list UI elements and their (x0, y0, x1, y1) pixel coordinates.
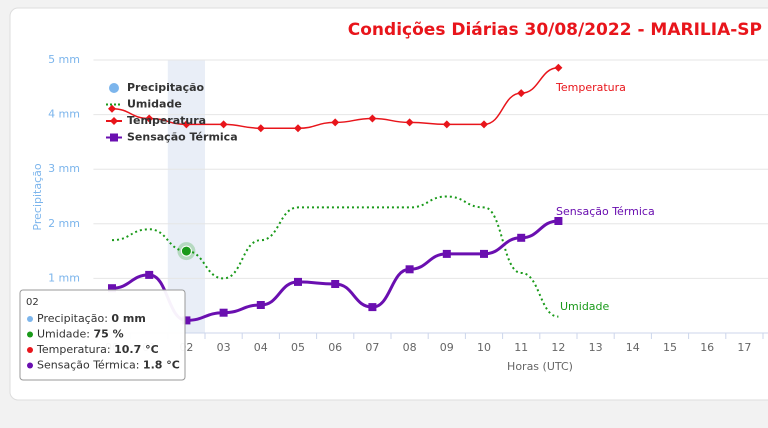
tooltip-value: 75 % (94, 328, 124, 341)
tooltip-value: 10.7 °C (114, 343, 159, 356)
marker (182, 120, 191, 129)
marker (219, 120, 228, 129)
y-tick-label: 5 mm (48, 53, 80, 66)
x-tick-label: 05 (291, 341, 305, 354)
marker (368, 114, 377, 123)
x-tick-label: 16 (700, 341, 714, 354)
tooltip-header: 02 (26, 297, 39, 308)
marker (331, 280, 340, 288)
tooltip-row: Precipitação: 0 mm (37, 312, 146, 325)
x-tick-label: 17 (737, 341, 751, 354)
marker (480, 249, 488, 258)
tooltip-dot (27, 316, 33, 322)
marker (442, 120, 451, 129)
series-label: Sensação Térmica (556, 205, 655, 218)
marker (331, 118, 340, 127)
series-line (111, 195, 559, 318)
marker (517, 89, 526, 98)
marker (180, 245, 192, 257)
legend-label: Sensação Térmica (127, 131, 238, 144)
tooltip-name: Precipitação (37, 312, 104, 325)
marker (108, 104, 116, 113)
x-tick-label: 08 (403, 341, 417, 354)
x-tick-label: 03 (217, 341, 231, 354)
x-tick-label: 12 (551, 341, 565, 354)
y-tick-label: 2 mm (48, 217, 80, 230)
y-axis-label: Precipitação (31, 163, 44, 230)
chart-title: Condições Diárias 30/08/2022 - MARILIA-S… (348, 20, 762, 40)
x-tick-label: 11 (514, 341, 528, 354)
tooltip-dot (27, 347, 33, 353)
legend-label: Precipitação (127, 81, 205, 94)
tooltip-row: Temperatura: 10.7 °C (36, 343, 159, 356)
legend-symbol (109, 83, 119, 93)
x-tick-label: 10 (477, 341, 491, 354)
x-tick-label: 04 (254, 341, 268, 354)
y-tick-label: 1 mm (48, 271, 80, 284)
marker (145, 270, 154, 279)
tooltip-value: 0 mm (111, 312, 145, 325)
tooltip-row: Sensação Térmica: 1.8 °C (37, 359, 180, 372)
marker (256, 301, 265, 309)
tooltip-row: Umidade: 75 % (37, 328, 124, 341)
marker (145, 114, 154, 123)
x-tick-label: 09 (440, 341, 454, 354)
x-tick-label: 14 (626, 341, 640, 354)
tooltip-name: Umidade (37, 328, 87, 341)
tooltip-name: Temperatura (36, 343, 107, 356)
x-axis-label: Horas (UTC) (507, 360, 573, 373)
x-tick-label: 15 (663, 341, 677, 354)
marker (182, 316, 191, 325)
marker (405, 265, 414, 274)
x-tick-label: 13 (589, 341, 603, 354)
tooltip-dot (27, 362, 33, 369)
marker (368, 303, 377, 312)
x-tick-label: 07 (365, 341, 379, 354)
tooltip-name: Sensação Térmica (37, 359, 136, 372)
tooltip-box (19, 289, 186, 381)
marker (517, 233, 526, 242)
hover-band (167, 60, 205, 333)
legend-label: Umidade (127, 98, 182, 111)
tooltip: 02 Precipitação: 0 mm Umidade: 75 % Tempera… (19, 289, 186, 381)
x-tick-label: 06 (328, 341, 342, 354)
marker (108, 284, 116, 293)
marker (554, 217, 563, 225)
marker (294, 124, 302, 133)
legend-label: Temperatura (127, 114, 206, 127)
legend-symbol (110, 133, 118, 142)
marker (256, 124, 265, 133)
y-tick-label: 4 mm (48, 108, 80, 121)
series-label: Temperatura (555, 81, 626, 94)
marker (294, 277, 302, 286)
y-tick-label: 3 mm (48, 162, 80, 175)
marker (442, 249, 451, 258)
marker (480, 120, 488, 129)
series-label: Umidade (560, 300, 610, 313)
marker (405, 118, 414, 127)
legend-symbol (110, 117, 118, 125)
marker (554, 63, 563, 72)
marker (219, 308, 228, 317)
tooltip-dot (27, 331, 33, 338)
tooltip-value: 1.8 °C (143, 359, 180, 372)
